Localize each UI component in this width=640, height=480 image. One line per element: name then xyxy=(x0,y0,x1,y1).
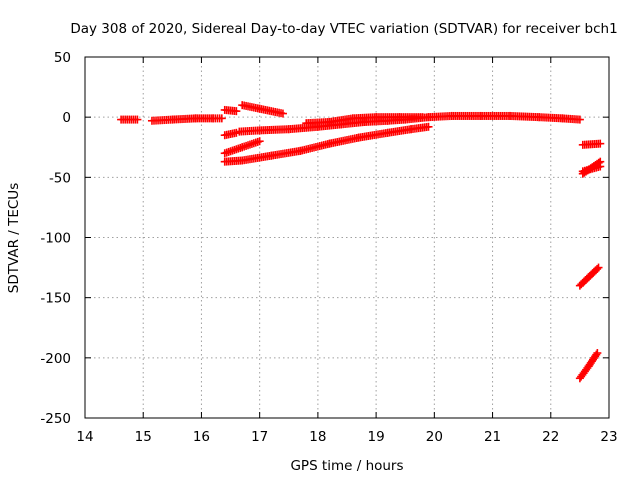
series-arc-e xyxy=(220,128,241,140)
x-tick-label: 22 xyxy=(542,429,559,445)
x-tick-label: 17 xyxy=(251,429,268,445)
x-tick-label: 18 xyxy=(309,429,326,445)
y-tick-label: 50 xyxy=(54,50,71,66)
y-tick-label: 0 xyxy=(62,110,71,126)
y-tick-label: -50 xyxy=(49,170,71,186)
series-arc-a xyxy=(117,115,142,124)
x-tick-label: 15 xyxy=(135,429,152,445)
x-tick-label: 14 xyxy=(76,429,93,445)
x-tick-label: 20 xyxy=(426,429,443,445)
x-tick-label: 16 xyxy=(193,429,210,445)
data-marks xyxy=(117,101,605,383)
y-tick-label: -150 xyxy=(40,291,71,307)
series-arc-c xyxy=(220,105,241,116)
series-arc-h xyxy=(220,137,264,158)
series-arc-m xyxy=(575,263,603,290)
x-tick-label: 19 xyxy=(368,429,385,445)
series-arc-i xyxy=(220,122,433,166)
y-tick-label: -250 xyxy=(40,411,71,427)
series-arc-n xyxy=(575,349,602,383)
series-arc-g xyxy=(302,113,427,128)
series-arc-d xyxy=(238,101,287,118)
x-axis-label: GPS time / hours xyxy=(290,458,403,474)
y-tick-label: -200 xyxy=(40,351,71,367)
y-tick-label: -100 xyxy=(40,231,71,247)
series-arc-j xyxy=(578,139,605,149)
x-tick-label: 21 xyxy=(484,429,501,445)
tick-labels: 14 15 16 17 18 19 20 21 22 23 50 0 -50 -100 -150 -200 -2… xyxy=(40,50,617,445)
series-arc-l xyxy=(578,157,605,178)
y-axis-label: SDTVAR / TECUs xyxy=(6,183,22,293)
grid xyxy=(85,57,609,418)
series-arc-b xyxy=(147,114,226,125)
plot-frame xyxy=(84,56,610,419)
chart-title: Day 308 of 2020, Sidereal Day-to-day VTE… xyxy=(70,21,617,37)
x-tick-label: 23 xyxy=(600,429,617,445)
